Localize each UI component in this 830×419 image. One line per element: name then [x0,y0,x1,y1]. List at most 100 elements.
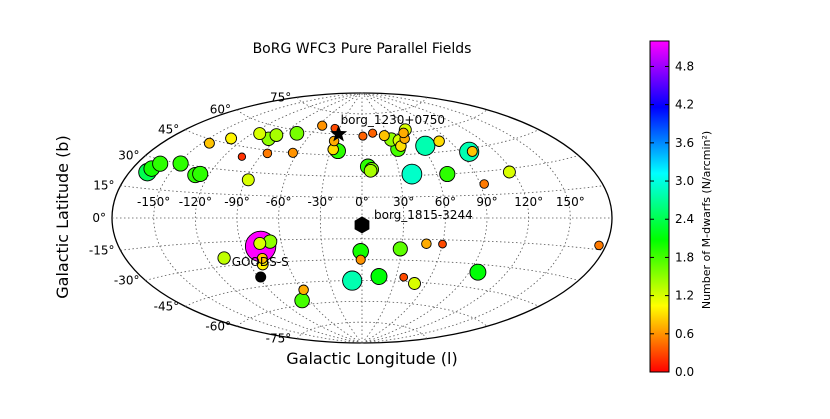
lat-tick-label: -30° [114,274,140,288]
field-point [203,137,215,149]
field-point [438,239,447,249]
field-point [289,125,305,141]
colorbar-tick-label: 1.2 [675,289,694,303]
field-point [479,179,489,189]
field-point [415,135,436,156]
field-point [392,241,408,257]
longitude-gridline [236,92,363,344]
colorbar-tick-label: 1.8 [675,250,694,264]
field-point [253,127,267,141]
y-axis-label: Galactic Latitude (b) [53,135,72,298]
longitude-gridline [361,92,488,344]
colorbar-tick-label: 0.0 [675,365,694,379]
latitude-gridline [185,129,539,156]
field-point [287,147,298,158]
colorbar-label: Number of M-dwarfs (N/arcmin²) [700,131,713,309]
field-point [401,163,423,185]
field-point [256,252,268,264]
field-point [399,272,409,282]
circle-marker [255,271,267,283]
longitude-gridline [361,92,530,344]
colorbar-tick-label: 0.6 [675,327,694,341]
marker-label: borg_1230+0750 [341,113,445,127]
lat-tick-label: 60° [210,103,231,117]
star-marker [330,125,348,142]
hexagon-marker [354,216,370,234]
lon-tick-label: 60° [435,195,456,209]
lat-tick-label: -15° [89,243,115,257]
longitude-gridline [194,92,363,344]
colorbar-tick-label: 3.0 [675,174,694,188]
field-point [378,130,390,142]
points-layer [138,120,604,309]
colorbar-tick-label: 3.6 [675,136,694,150]
lon-tick-label: 150° [556,195,585,209]
field-point [317,120,328,131]
field-point [217,251,231,265]
longitude-gridline [278,92,363,344]
field-point [408,277,421,290]
ticks-layer: -150° -120° -90° -60° -30° 0° 30° 60° 90° 120° 150… [89,90,585,345]
marker-label: GOODS-S [232,255,289,269]
colorbar-tick-label: 4.2 [675,98,694,112]
field-point [368,128,378,138]
lat-tick-label: -60° [205,319,231,333]
lon-tick-label: -60° [266,195,292,209]
lat-tick-label: -75° [266,332,292,346]
marker-label: borg_1815-3244 [374,208,473,222]
lon-tick-label: 90° [476,195,497,209]
field-point [363,163,378,178]
field-point [269,128,284,142]
field-point [152,155,169,172]
field-point [172,155,189,172]
latitude-gridline [120,238,604,251]
lat-tick-label: -45° [154,299,180,313]
lon-tick-label: -90° [224,195,250,209]
colorbar-tick-label: 2.4 [675,212,694,226]
colorbar-ticks: 0.0 0.6 1.2 1.8 2.4 3.0 3.6 4.2 4.8 [650,59,694,379]
field-point [241,173,255,187]
latitude-gridline [236,300,488,327]
latitude-gridline [145,155,579,177]
longitude-gridline [361,92,446,344]
lat-tick-label: 0° [92,211,106,225]
lon-tick-label: -150° [137,195,170,209]
lat-tick-label: 75° [270,90,291,104]
field-point [253,236,267,250]
field-point [294,292,310,309]
field-point [358,131,368,141]
colorbar [649,40,670,373]
markers-layer: borg_1230+0750 borg_1815-3244 GOODS-S [232,113,473,283]
colorbar-tick-label: 4.8 [675,59,694,73]
field-point [398,127,409,139]
field-point [439,165,456,183]
chart-title: BoRG WFC3 Pure Parallel Fields [253,41,472,57]
field-point [433,135,445,147]
field-point [466,145,478,157]
field-point [298,284,309,296]
lon-tick-label: 30° [393,195,414,209]
latitude-gridline [145,259,579,281]
x-axis-label: Galactic Longitude (l) [286,349,457,368]
field-point [502,165,516,179]
lat-tick-label: 45° [158,123,179,137]
lat-tick-label: 30° [118,149,139,163]
latitude-gridline [120,185,604,198]
field-point [355,254,366,265]
latitude-gridline [185,280,539,307]
field-point [262,148,273,159]
field-point [192,165,209,182]
field-point [421,238,432,249]
lat-tick-label: 15° [93,179,114,193]
lon-tick-label: 0° [355,195,369,209]
lon-tick-label: -30° [308,195,334,209]
field-point [594,240,604,251]
lon-tick-label: -120° [179,195,212,209]
lon-tick-label: 120° [514,195,543,209]
field-point [225,132,238,145]
field-point [370,268,388,285]
field-point [469,263,487,281]
field-point [237,152,247,161]
